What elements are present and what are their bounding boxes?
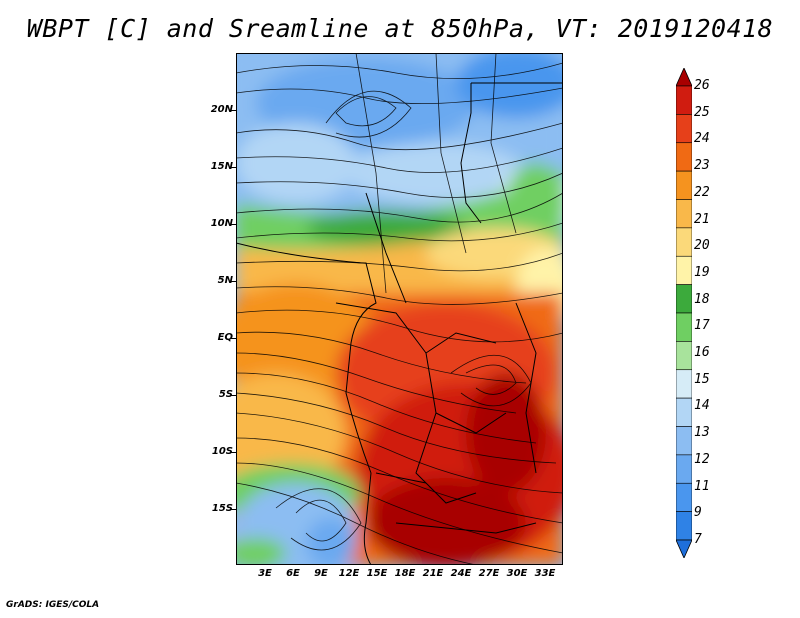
lat-label-20n: 20N [210,104,233,115]
colorbar-swatch [675,227,693,257]
colorbar-label: 7 [694,532,702,547]
colorbar-label: 11 [694,478,710,494]
lat-label-10n: 10N [210,218,233,229]
colorbar-swatch [675,199,693,229]
lat-label-15n: 15N [210,161,233,172]
colorbar-swatches [675,67,693,559]
lon-label-30e: 30E [506,568,528,579]
colorbar-top-arrow [675,67,693,87]
colorbar-swatch [675,85,693,115]
colorbar-label: 16 [694,345,710,361]
colorbar-swatch [675,511,693,541]
colorbar-label: 20 [694,238,710,254]
colorbar-swatch [675,369,693,399]
lon-label-9e: 9E [314,568,328,579]
lat-tick [231,509,236,510]
colorbar-swatch [675,255,693,285]
coastlines [236,82,563,565]
colorbar-label: 14 [694,398,710,414]
lat-tick [231,338,236,339]
lat-tick [231,281,236,282]
lon-label-24e: 24E [450,568,472,579]
colorbar-label: 22 [694,184,710,200]
colorbar-swatch [675,341,693,371]
colorbar-label: 21 [694,211,710,227]
colorbar-label: 19 [694,264,710,280]
colorbar-swatch [675,482,693,512]
lon-label-12e: 12E [338,568,360,579]
lat-label-10s: 10S [211,446,233,457]
colorbar-label: 9 [694,505,702,521]
colorbar-label: 25 [694,104,710,120]
colorbar-swatch [675,426,693,456]
colorbar-label: 26 [694,78,710,93]
wbpt-field [236,53,563,565]
colorbar-swatch [675,284,693,314]
lat-tick [231,224,236,225]
colorbar-swatch [675,170,693,200]
colorbar-swatch [675,312,693,342]
lat-tick [231,452,236,453]
colorbar-swatch [675,397,693,427]
colorbar-swatch [675,454,693,484]
colorbar-label: 24 [694,131,710,147]
lon-label-33e: 33E [534,568,556,579]
colorbar-bottom-arrow [675,539,693,559]
lon-label-3e: 3E [258,568,272,579]
lat-label-5s: 5S [218,389,233,400]
lat-label-eq: EQ [217,332,233,343]
colorbar-label: 13 [694,425,710,441]
colorbar-label: 12 [694,451,710,467]
lat-label-5n: 5N [217,275,233,286]
colorbar-label: 15 [694,371,710,387]
credit-text: GrADS: IGES/COLA [6,600,100,610]
colorbar [675,67,693,562]
colorbar-swatch [675,142,693,172]
lat-tick [231,167,236,168]
colorbar-label: 17 [694,318,710,334]
lon-label-6e: 6E [286,568,300,579]
map-panel [236,53,563,565]
map-title: WBPT [C] and Sreamline at 850hPa, VT: 20… [26,14,774,43]
lon-label-15e: 15E [366,568,388,579]
lon-label-18e: 18E [394,568,416,579]
colorbar-label: 23 [694,158,710,174]
lon-label-27e: 27E [478,568,500,579]
lat-tick [231,110,236,111]
colorbar-label: 18 [694,291,710,307]
colorbar-swatch [675,114,693,144]
lat-label-15s: 15S [211,503,233,514]
streamlines [236,53,563,565]
lon-label-21e: 21E [422,568,444,579]
lat-tick [231,395,236,396]
